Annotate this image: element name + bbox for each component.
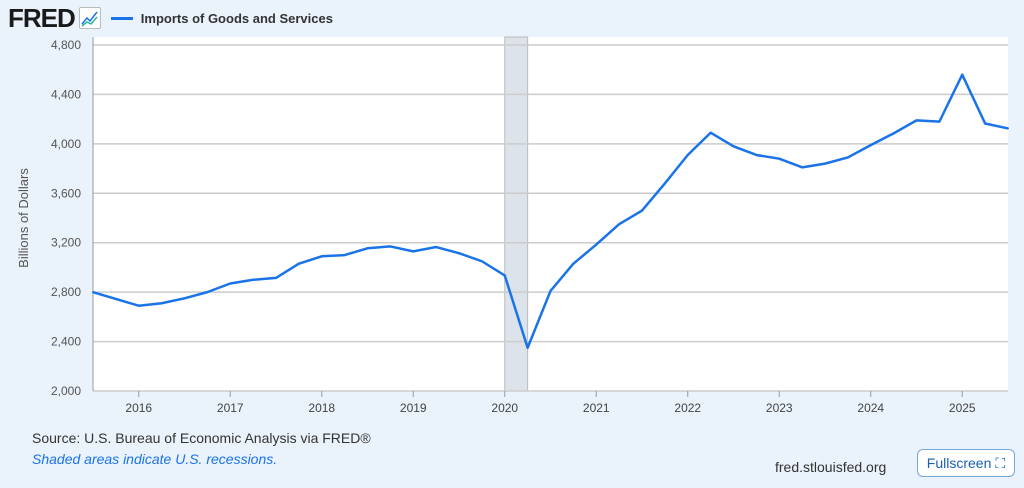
x-tick-label: 2018 <box>308 401 335 415</box>
data-point <box>984 122 987 125</box>
data-point <box>412 250 415 253</box>
data-point <box>206 291 209 294</box>
data-point <box>229 282 232 285</box>
fullscreen-button[interactable]: Fullscreen ⛶ <box>917 449 1015 477</box>
data-point <box>252 278 255 281</box>
data-point <box>458 252 460 255</box>
y-tick-label: 3,600 <box>51 186 81 200</box>
data-point <box>1007 127 1009 130</box>
fullscreen-label: Fullscreen <box>926 455 992 471</box>
x-tick-label: 2023 <box>766 401 793 415</box>
y-tick-label: 4,800 <box>51 38 81 52</box>
y-tick-label: 4,000 <box>51 137 81 151</box>
data-point <box>732 145 735 148</box>
data-point <box>320 255 323 258</box>
data-point <box>572 262 575 265</box>
data-point <box>183 297 186 300</box>
data-point <box>846 156 849 159</box>
data-point <box>595 243 598 246</box>
data-point <box>366 247 369 250</box>
y-tick-label: 2,000 <box>51 384 81 398</box>
chart-header: FRED Imports of Goods and Services <box>8 2 333 33</box>
data-point <box>503 274 506 277</box>
y-tick-label: 3,200 <box>51 236 81 250</box>
data-point <box>686 153 689 156</box>
data-point <box>480 260 483 263</box>
data-point <box>663 182 666 185</box>
y-tick-label: 2,400 <box>51 335 81 349</box>
data-point <box>92 291 94 294</box>
y-axis-label: Billions of Dollars <box>16 168 31 268</box>
graph-icon <box>78 7 101 29</box>
data-point <box>892 132 895 135</box>
data-point <box>618 223 621 226</box>
x-tick-label: 2016 <box>125 401 152 415</box>
legend-label[interactable]: Imports of Goods and Services <box>140 10 333 26</box>
data-point <box>709 131 712 134</box>
data-point <box>801 166 804 169</box>
x-tick-label: 2022 <box>674 401 701 415</box>
y-tick-label: 4,400 <box>51 87 81 101</box>
data-point <box>160 302 163 305</box>
data-point <box>778 157 781 160</box>
source-text: Source: U.S. Bureau of Economic Analysis… <box>32 430 371 446</box>
data-point <box>915 119 918 122</box>
x-tick-label: 2017 <box>217 401 244 415</box>
y-tick-label: 2,800 <box>51 285 81 299</box>
data-point <box>824 162 826 165</box>
x-tick-label: 2019 <box>400 401 427 415</box>
x-tick-label: 2020 <box>491 401 518 415</box>
data-point <box>114 297 117 300</box>
legend-line-swatch <box>110 16 133 20</box>
recession-note: Shaded areas indicate U.S. recessions. <box>32 451 278 467</box>
data-point <box>549 289 552 292</box>
data-point <box>938 120 941 123</box>
x-tick-label: 2021 <box>583 401 610 415</box>
site-link[interactable]: fred.stlouisfed.org <box>775 459 887 475</box>
data-point <box>297 262 300 265</box>
data-point <box>343 254 346 257</box>
data-point <box>435 246 438 249</box>
data-point <box>755 153 758 156</box>
data-point <box>389 245 392 248</box>
fred-logo: FRED <box>8 2 76 33</box>
x-tick-label: 2024 <box>857 401 884 415</box>
data-point <box>869 144 872 147</box>
x-tick-label: 2025 <box>949 401 976 415</box>
data-point <box>275 276 277 279</box>
data-point <box>137 304 140 307</box>
plot-area <box>93 37 1008 391</box>
data-point <box>641 209 643 212</box>
data-point <box>961 73 964 76</box>
fullscreen-icon: ⛶ <box>995 454 1006 471</box>
data-point <box>526 346 529 349</box>
